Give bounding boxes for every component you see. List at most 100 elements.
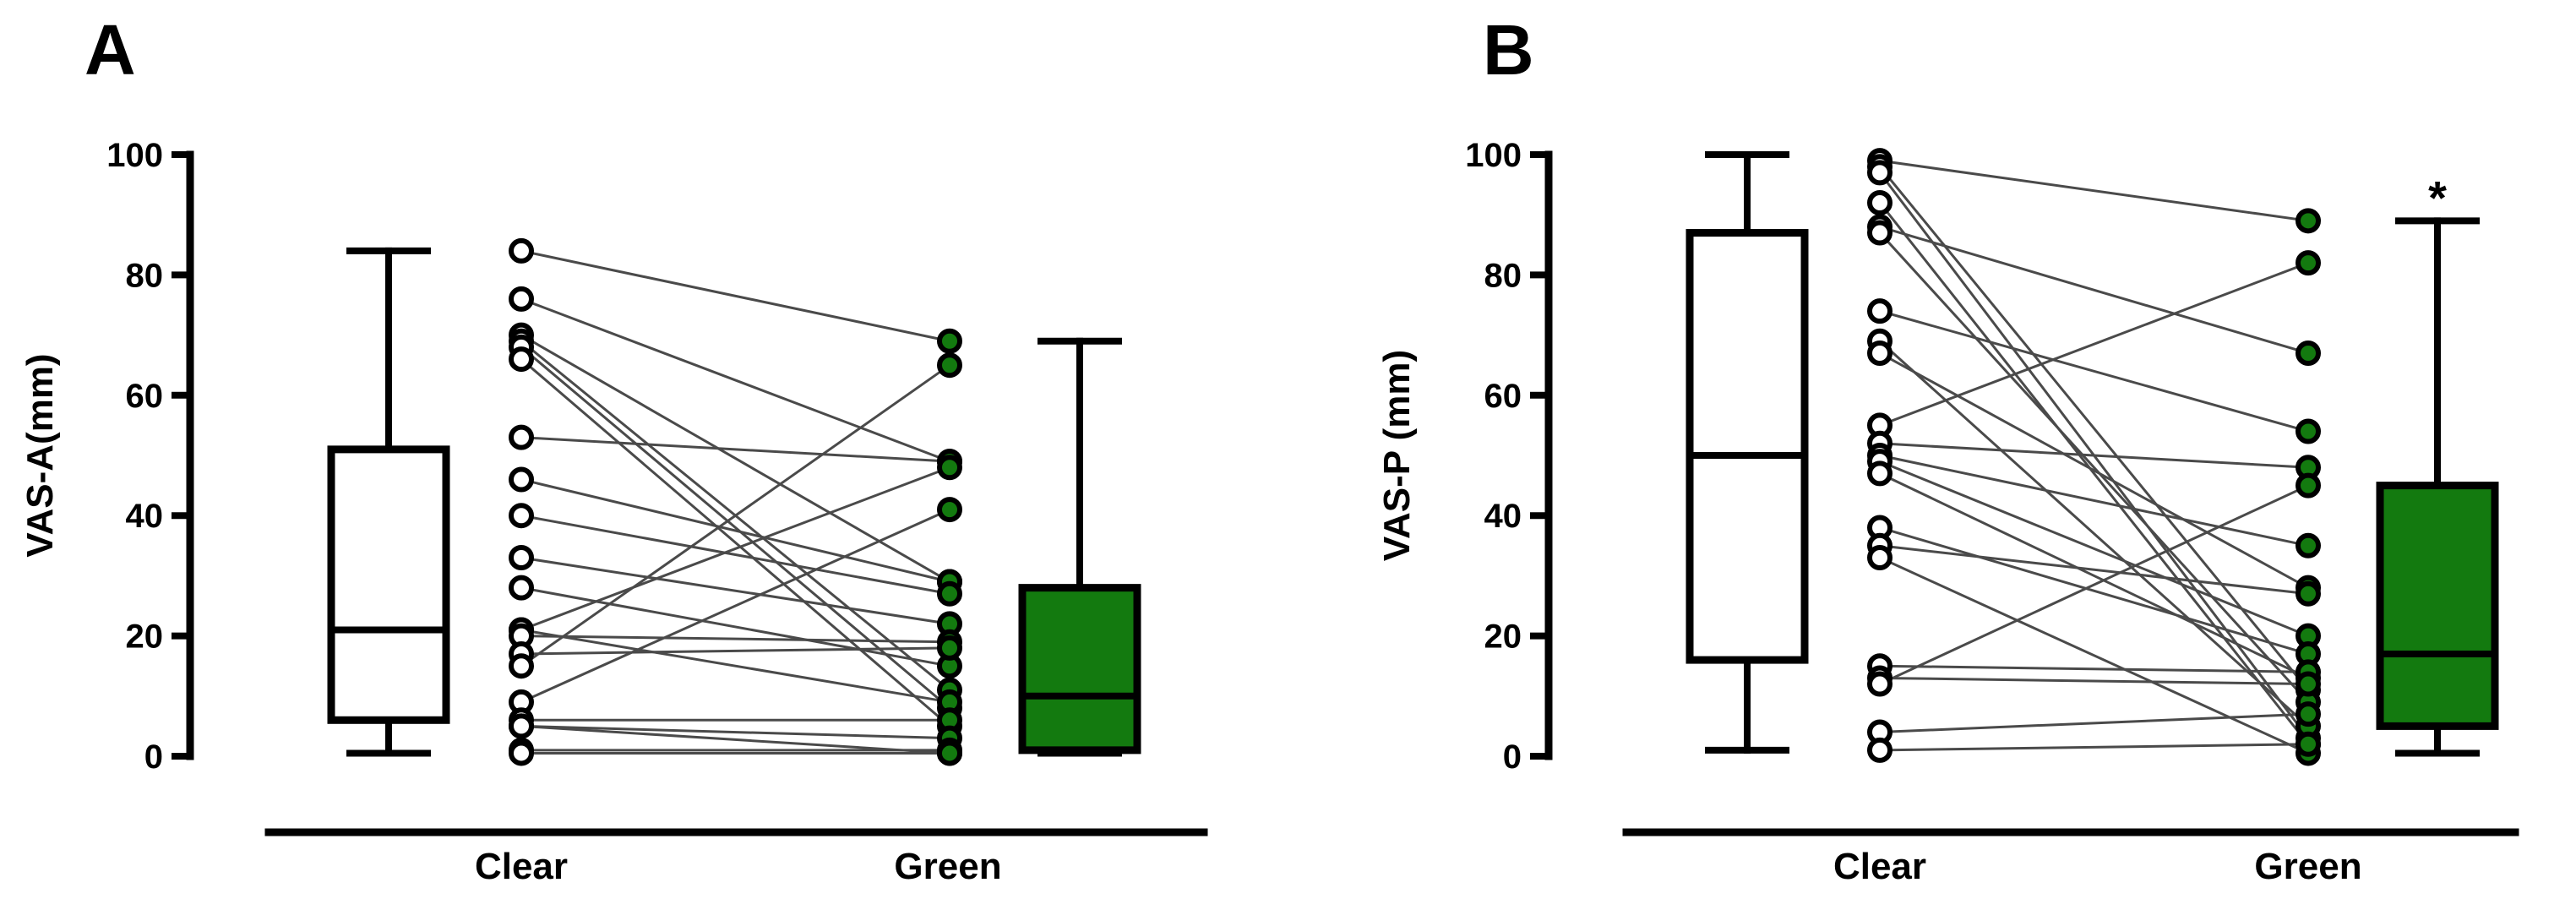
clear-point (509, 424, 534, 450)
green-point (2296, 250, 2321, 276)
green-point (2296, 418, 2321, 444)
paired-line (1879, 442, 2309, 469)
clear-point (1867, 298, 1893, 324)
paired-line (1879, 460, 2309, 637)
green-point (937, 740, 962, 766)
y-tick-label: 100 (1465, 137, 1522, 174)
y-tick-label: 20 (1484, 618, 1522, 656)
paired-line (1879, 351, 2309, 589)
green-box (2376, 482, 2499, 730)
paired-line (520, 363, 950, 667)
y-tick-label: 80 (126, 257, 164, 294)
y-tick-label: 20 (126, 618, 164, 656)
panel-letter: A (84, 10, 136, 90)
paired-line (520, 586, 950, 667)
paired-line (520, 436, 950, 463)
paired-line (1879, 664, 2309, 673)
paired-line (1878, 202, 2310, 745)
clear-point (509, 466, 534, 493)
clear-point (509, 653, 534, 679)
green-point (937, 455, 962, 481)
panel-letter: B (1483, 10, 1534, 90)
y-tick-label: 60 (1484, 378, 1522, 415)
paired-line (1879, 454, 2309, 548)
green-point (2296, 472, 2321, 499)
x-category-label: Clear (1833, 846, 1926, 887)
y-axis-title: VAS-P (mm) (1376, 350, 1418, 561)
clear-point (1867, 340, 1893, 366)
green-point (2296, 671, 2321, 697)
y-tick-label: 0 (1503, 738, 1522, 776)
green-point (2296, 532, 2321, 558)
paired-line (1878, 166, 2310, 691)
paired-line (1879, 544, 2309, 596)
y-tick-label: 0 (144, 738, 163, 776)
clear-point (1867, 189, 1893, 215)
clear-point (509, 286, 534, 312)
paired-line (520, 508, 950, 704)
clear-box (327, 445, 450, 724)
paired-line (1879, 676, 2309, 686)
paired-line (520, 466, 950, 631)
paired-line (520, 629, 950, 704)
paired-line (1879, 556, 2309, 755)
clear-point (509, 575, 534, 601)
paired-line (520, 297, 950, 463)
y-tick-label: 40 (1484, 498, 1522, 535)
x-category-label: Green (2254, 846, 2361, 887)
x-category-label: Green (894, 846, 1001, 887)
clear-point (509, 346, 534, 373)
paired-line (520, 514, 950, 596)
x-category-label: Clear (475, 846, 568, 887)
panel-a: A 0 20 40 60 80 100 VAS-A(mm) Clear Green (19, 10, 1208, 887)
paired-line (520, 635, 950, 644)
paired-line (1878, 340, 2310, 727)
clear-point (509, 740, 534, 766)
y-tick-label: 100 (106, 137, 163, 174)
clear-point (1867, 460, 1893, 487)
y-tick-label: 60 (126, 378, 164, 415)
y-axis-title: VAS-A(mm) (19, 353, 61, 557)
clear-point (509, 237, 534, 264)
clear-box (1686, 229, 1809, 664)
green-point (2296, 731, 2321, 757)
paired-line (1879, 261, 2309, 427)
paired-line (1878, 232, 2310, 703)
clear-point (509, 713, 534, 739)
paired-line (520, 724, 950, 740)
clear-point (1867, 737, 1893, 763)
green-point (2296, 701, 2321, 727)
clear-point (509, 545, 534, 571)
clear-point (1867, 545, 1893, 571)
green-point (937, 497, 962, 523)
green-point (2296, 340, 2321, 366)
paired-line (1879, 743, 2309, 752)
paired-line (520, 724, 950, 755)
green-point (2296, 580, 2321, 607)
paired-line (1879, 309, 2309, 433)
paired-line (1879, 472, 2309, 679)
paired-line (520, 556, 950, 625)
paired-line (1879, 159, 2309, 222)
paired-line (1879, 484, 2309, 685)
paired-line (520, 478, 950, 583)
green-box (1018, 584, 1141, 755)
paired-line (1879, 226, 2309, 355)
clear-point (1867, 220, 1893, 246)
paired-line (520, 249, 950, 343)
clear-point (1867, 160, 1893, 186)
panel-b: B 0 20 40 60 80 100 VAS-P (mm) Clear Green * (1376, 10, 2519, 887)
green-point (937, 580, 962, 607)
y-tick-label: 40 (126, 498, 164, 535)
green-point (937, 635, 962, 661)
clear-point (509, 503, 534, 529)
significance-marker: * (2428, 171, 2447, 224)
y-tick-label: 80 (1484, 257, 1522, 294)
paired-line (520, 357, 950, 727)
paired-line (520, 646, 950, 656)
green-point (2296, 208, 2321, 234)
green-point (937, 328, 962, 354)
paired-line (1879, 526, 2309, 656)
clear-point (1867, 671, 1893, 697)
